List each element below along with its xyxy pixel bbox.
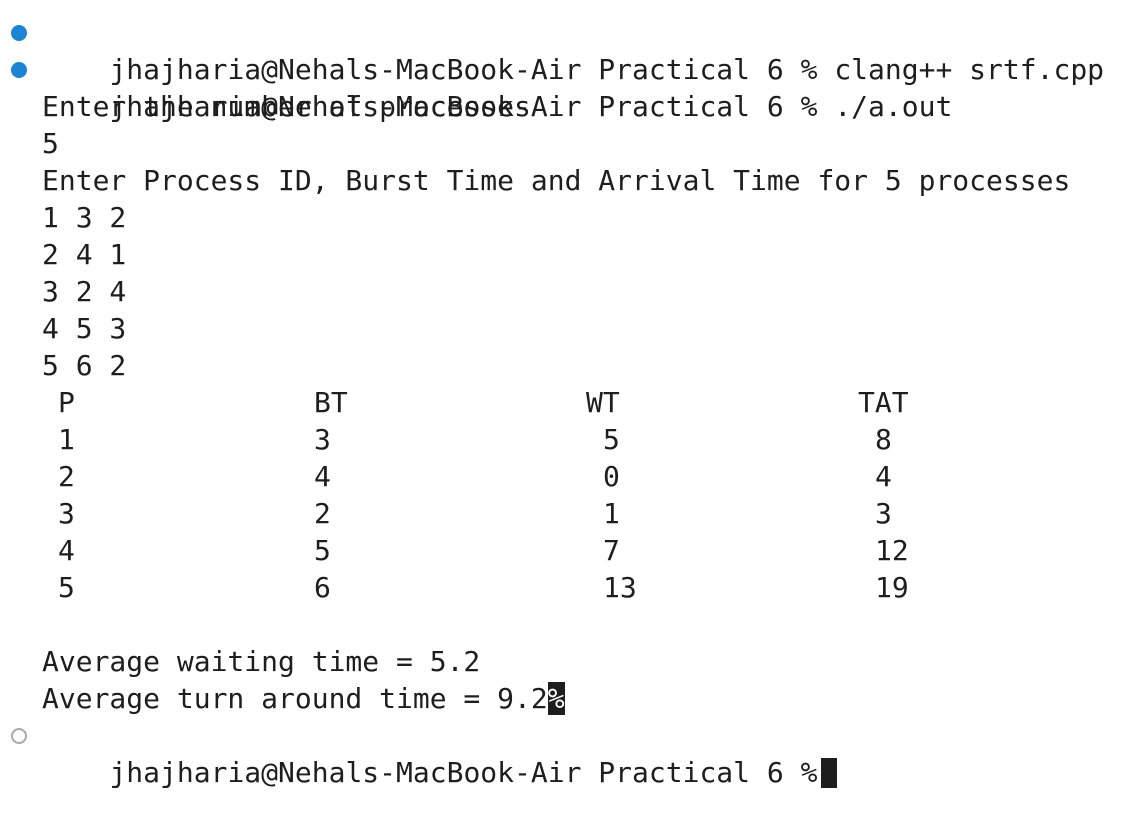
- table-cell-p: 1: [58, 423, 75, 456]
- table-cell-wt: 0: [603, 460, 620, 493]
- no-newline-marker: %: [547, 682, 565, 715]
- table-header: P BT WT TAT: [0, 384, 1128, 421]
- table-cell-bt: 6: [314, 571, 331, 604]
- table-cell-p: 2: [58, 460, 75, 493]
- table-cell-bt: 4: [314, 460, 331, 493]
- table-cell-p: 4: [58, 534, 75, 567]
- table-row: 5 6 13 19: [0, 569, 1128, 606]
- blank-line: [0, 606, 1128, 643]
- prompt-text: jhajharia@Nehals-MacBook-Air Practical 6…: [109, 756, 818, 789]
- table-cell-bt: 2: [314, 497, 331, 530]
- table-header-tat: TAT: [858, 386, 909, 419]
- table-cell-wt: 1: [603, 497, 620, 530]
- input-line: 1 3 2: [42, 201, 127, 234]
- command-pending-decoration-icon[interactable]: [11, 728, 27, 744]
- command-success-decoration-icon[interactable]: [11, 25, 27, 41]
- command-line: jhajharia@Nehals-MacBook-Air Practical 6…: [0, 51, 1128, 123]
- table-cell-tat: 19: [875, 571, 909, 604]
- prompt-text: jhajharia@Nehals-MacBook-Air Practical 6…: [109, 53, 818, 86]
- table-cell-bt: 3: [314, 423, 331, 456]
- table-header-bt: BT: [314, 386, 348, 419]
- input-line: 3 2 4: [42, 275, 127, 308]
- table-cell-tat: 12: [875, 534, 909, 567]
- table-cell-tat: 4: [875, 460, 892, 493]
- terminal-output[interactable]: jhajharia@Nehals-MacBook-Air Practical 6…: [0, 14, 1128, 789]
- table-cell-bt: 5: [314, 534, 331, 567]
- table-cell-tat: 8: [875, 423, 892, 456]
- table-row: 4 5 7 12: [0, 532, 1128, 569]
- current-prompt-line[interactable]: jhajharia@Nehals-MacBook-Air Practical 6…: [0, 717, 1128, 789]
- command-line: jhajharia@Nehals-MacBook-Air Practical 6…: [0, 14, 1128, 86]
- table-cell-wt: 7: [603, 534, 620, 567]
- table-cell-tat: 3: [875, 497, 892, 530]
- table-cell-p: 5: [58, 571, 75, 604]
- output-line: Enter the number of processes: [42, 90, 531, 123]
- table-header-p: P: [58, 386, 75, 419]
- average-waiting-line: Average waiting time = 5.2: [42, 645, 481, 678]
- average-turnaround-line: Average turn around time = 9.2%: [0, 680, 1128, 717]
- average-turnaround-text: Average turn around time = 9.2: [42, 682, 548, 715]
- table-cell-wt: 13: [603, 571, 637, 604]
- table-row: 2 4 0 4: [0, 458, 1128, 495]
- input-line: 2 4 1: [42, 238, 127, 271]
- command-text: clang++ srtf.cpp: [834, 53, 1105, 86]
- input-line: 5: [42, 127, 59, 160]
- table-row: 3 2 1 3: [0, 495, 1128, 532]
- command-text: ./a.out: [834, 90, 953, 123]
- text-cursor: [821, 758, 838, 788]
- command-success-decoration-icon[interactable]: [11, 62, 27, 78]
- table-row: 1 3 5 8: [0, 421, 1128, 458]
- input-line: 5 6 2: [42, 349, 127, 382]
- input-line: 4 5 3: [42, 312, 127, 345]
- output-line: Enter Process ID, Burst Time and Arrival…: [42, 164, 1071, 197]
- prompt-text: jhajharia@Nehals-MacBook-Air Practical 6…: [109, 90, 818, 123]
- table-cell-wt: 5: [603, 423, 620, 456]
- table-header-wt: WT: [586, 386, 620, 419]
- table-cell-p: 3: [58, 497, 75, 530]
